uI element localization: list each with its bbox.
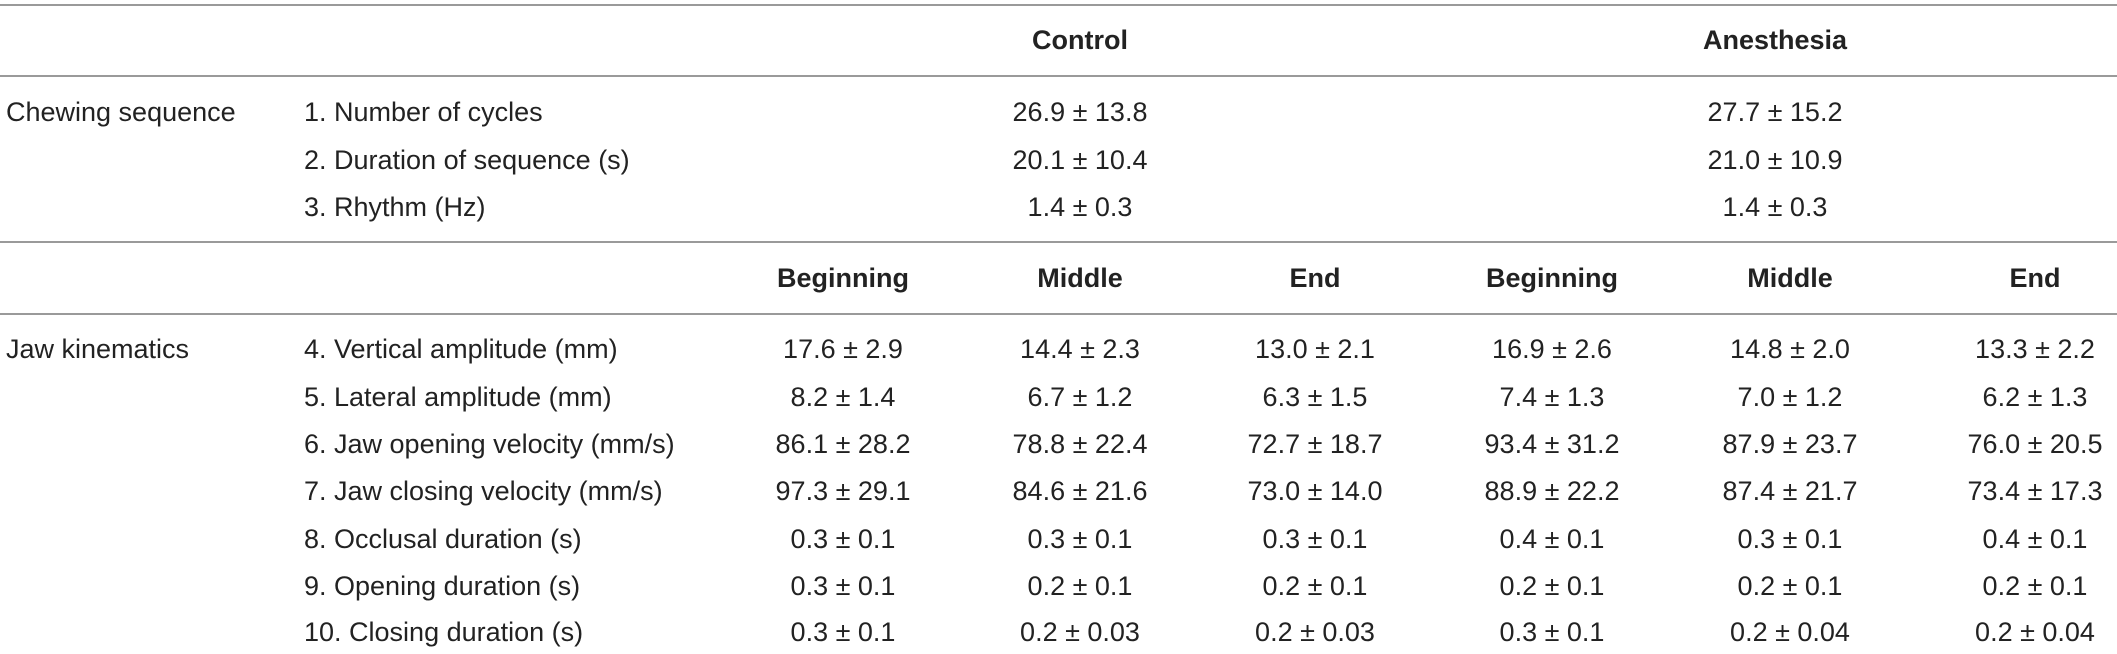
- table-cell: 0.2 ± 0.03: [1020, 617, 1140, 647]
- header-rule: [0, 75, 2117, 77]
- section-label-chewing-sequence: Chewing sequence: [6, 97, 236, 127]
- table-cell: 87.9 ± 23.7: [1722, 429, 1858, 459]
- section-rule: [0, 241, 2117, 243]
- table-cell: 0.3 ± 0.1: [1737, 524, 1843, 554]
- table-cell: 0.3 ± 0.1: [1027, 524, 1133, 554]
- row-label: 6. Jaw opening velocity (mm/s): [304, 429, 675, 459]
- subheader-control-beginning: Beginning: [777, 263, 909, 293]
- table-top-rule: [0, 4, 2117, 6]
- row-label: 1. Number of cycles: [304, 97, 543, 127]
- header-anesthesia: Anesthesia: [1702, 25, 1848, 55]
- table-cell: 0.2 ± 0.04: [1730, 617, 1850, 647]
- subheader-anesthesia-middle: Middle: [1747, 263, 1833, 293]
- table-cell: 72.7 ± 18.7: [1247, 429, 1383, 459]
- subheader-anesthesia-beginning: Beginning: [1486, 263, 1618, 293]
- table-cell: 73.4 ± 17.3: [1967, 476, 2103, 506]
- row-label: 8. Occlusal duration (s): [304, 524, 582, 554]
- table-cell: 6.2 ± 1.3: [1982, 382, 2088, 412]
- table-cell: 97.3 ± 29.1: [775, 476, 911, 506]
- subheader-control-end: End: [1289, 263, 1341, 293]
- table-cell: 78.8 ± 22.4: [1012, 429, 1148, 459]
- table-cell: 7.4 ± 1.3: [1499, 382, 1605, 412]
- table-cell: 6.3 ± 1.5: [1262, 382, 1368, 412]
- table-cell: 6.7 ± 1.2: [1027, 382, 1133, 412]
- table-cell: 0.3 ± 0.1: [790, 571, 896, 601]
- table-cell: 73.0 ± 14.0: [1247, 476, 1383, 506]
- table-cell: 7.0 ± 1.2: [1737, 382, 1843, 412]
- table-cell: 0.3 ± 0.1: [1499, 617, 1605, 647]
- table-cell: 84.6 ± 21.6: [1012, 476, 1148, 506]
- cell-anesthesia: 27.7 ± 15.2: [1707, 97, 1843, 127]
- table-cell: 8.2 ± 1.4: [790, 382, 896, 412]
- table-cell: 16.9 ± 2.6: [1492, 334, 1612, 364]
- table-cell: 0.3 ± 0.1: [790, 524, 896, 554]
- table-cell: 0.4 ± 0.1: [1499, 524, 1605, 554]
- table-cell: 93.4 ± 31.2: [1484, 429, 1620, 459]
- subheader-control-middle: Middle: [1037, 263, 1123, 293]
- row-label: 7. Jaw closing velocity (mm/s): [304, 476, 663, 506]
- table-cell: 0.3 ± 0.1: [1262, 524, 1368, 554]
- cell-control: 20.1 ± 10.4: [1012, 145, 1148, 175]
- table-cell: 13.0 ± 2.1: [1255, 334, 1375, 364]
- table-cell: 13.3 ± 2.2: [1975, 334, 2095, 364]
- table-cell: 86.1 ± 28.2: [775, 429, 911, 459]
- table-cell: 0.4 ± 0.1: [1982, 524, 2088, 554]
- row-label: 9. Opening duration (s): [304, 571, 581, 601]
- table-cell: 0.3 ± 0.1: [790, 617, 896, 647]
- table-cell: 87.4 ± 21.7: [1722, 476, 1858, 506]
- table-cell: 0.2 ± 0.1: [1737, 571, 1843, 601]
- table-cell: 88.9 ± 22.2: [1484, 476, 1620, 506]
- table-cell: 17.6 ± 2.9: [783, 334, 903, 364]
- subheader-anesthesia-end: End: [2009, 263, 2061, 293]
- table-cell: 14.4 ± 2.3: [1020, 334, 1140, 364]
- section-label-jaw-kinematics: Jaw kinematics: [6, 334, 190, 364]
- table-cell: 0.2 ± 0.1: [1262, 571, 1368, 601]
- row-label: 10. Closing duration (s): [304, 617, 584, 647]
- table-cell: 0.2 ± 0.1: [1027, 571, 1133, 601]
- table-cell: 0.2 ± 0.04: [1975, 617, 2095, 647]
- table-cell: 0.2 ± 0.1: [1982, 571, 2088, 601]
- table-cell: 0.2 ± 0.03: [1255, 617, 1375, 647]
- cell-control: 26.9 ± 13.8: [1012, 97, 1148, 127]
- table-cell: 76.0 ± 20.5: [1967, 429, 2103, 459]
- row-label: 4. Vertical amplitude (mm): [304, 334, 618, 364]
- table-cell: 14.8 ± 2.0: [1730, 334, 1850, 364]
- subheader-rule: [0, 313, 2117, 315]
- header-control: Control: [1032, 25, 1128, 55]
- cell-control: 1.4 ± 0.3: [1027, 192, 1133, 222]
- table-cell: 0.2 ± 0.1: [1499, 571, 1605, 601]
- cell-anesthesia: 21.0 ± 10.9: [1707, 145, 1843, 175]
- row-label: 5. Lateral amplitude (mm): [304, 382, 612, 412]
- row-label: 3. Rhythm (Hz): [304, 192, 486, 222]
- cell-anesthesia: 1.4 ± 0.3: [1722, 192, 1828, 222]
- row-label: 2. Duration of sequence (s): [304, 145, 630, 175]
